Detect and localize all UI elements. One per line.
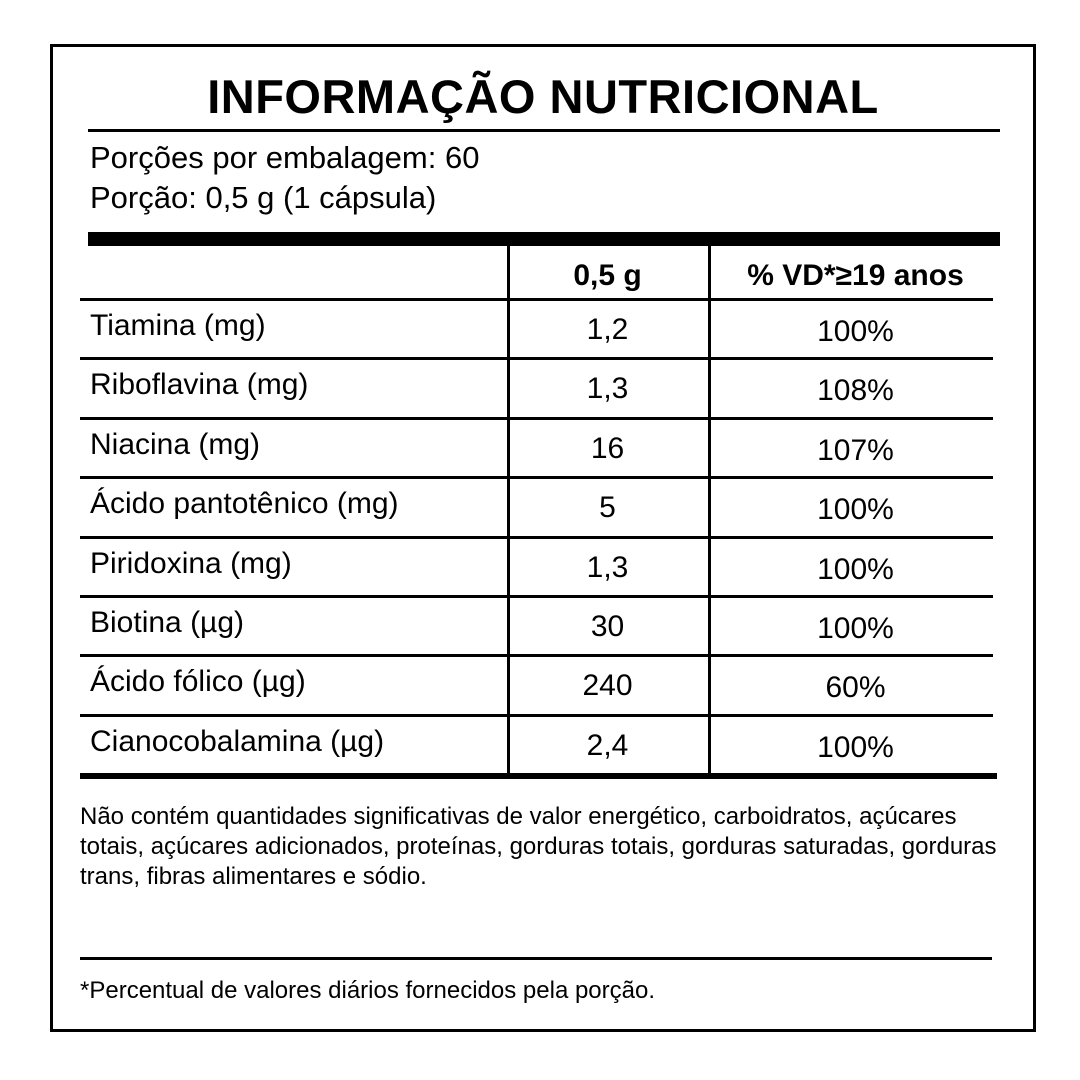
nutrient-name: Niacina (mg)	[90, 427, 261, 461]
nutrient-name: Tiamina (mg)	[90, 309, 266, 342]
servings-per-package: Porções por embalagem: 60	[90, 140, 480, 175]
nutrient-name: Ácido fólico (µg)	[90, 665, 306, 699]
title-divider	[88, 129, 1000, 132]
nutrient-daily-value: 100%	[817, 315, 894, 348]
row-divider	[80, 713, 993, 717]
nutrient-amount: 5	[599, 491, 616, 525]
nutrient-daily-value: 100%	[817, 730, 894, 764]
column-divider	[708, 246, 711, 774]
row-divider	[80, 416, 993, 420]
serving-size: Porção: 0,5 g (1 cápsula)	[90, 180, 437, 215]
header-daily-value: % VD*≥19 anos	[747, 259, 964, 292]
nutrient-name: Ácido pantotênico (mg)	[90, 487, 399, 521]
nutrient-amount: 30	[590, 610, 625, 643]
nutrient-amount: 1,2	[586, 313, 629, 346]
nutrient-amount: 1,3	[586, 550, 629, 584]
header-amount: 0,5 g	[573, 259, 642, 292]
row-divider	[80, 476, 993, 480]
nutrient-name: Riboflavina (mg)	[90, 368, 309, 402]
nutrient-name: Biotina (µg)	[90, 606, 245, 639]
nutrient-amount: 240	[582, 669, 633, 703]
daily-value-note: *Percentual de valores diários fornecido…	[80, 977, 656, 1004]
nutrient-daily-value: 108%	[817, 374, 894, 408]
nutrient-daily-value: 100%	[817, 552, 894, 586]
nutrient-amount: 2,4	[586, 728, 629, 762]
nutrient-daily-value: 100%	[817, 493, 894, 527]
nutrient-name: Piridoxina (mg)	[90, 546, 292, 580]
nutrient-amount: 16	[590, 431, 625, 465]
nutrient-daily-value: 100%	[817, 612, 894, 645]
row-divider	[80, 595, 993, 598]
row-divider	[80, 654, 993, 658]
footnote-divider	[80, 957, 992, 960]
nutrient-amount: 1,3	[586, 372, 629, 406]
thick-divider	[88, 232, 1000, 246]
nutrient-name: Cianocobalamina (µg)	[90, 724, 385, 758]
table-bottom-rule	[80, 773, 997, 780]
nutrient-daily-value: 60%	[825, 671, 886, 705]
nutrient-daily-value: 107%	[817, 433, 894, 467]
row-divider	[80, 535, 993, 539]
nutrition-facts-panel: INFORMAÇÃO NUTRICIONAL Porções por embal…	[50, 44, 1036, 1032]
not-significant-note: Não contém quantidades significativas de…	[80, 803, 997, 890]
row-divider	[80, 357, 993, 361]
column-divider	[507, 246, 510, 774]
panel-title: INFORMAÇÃO NUTRICIONAL	[207, 70, 879, 123]
header-divider	[80, 298, 993, 301]
